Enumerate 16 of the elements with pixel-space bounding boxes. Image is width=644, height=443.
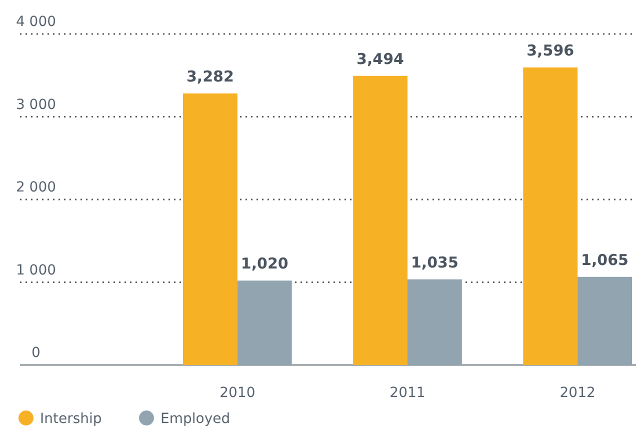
data-label: 3,282 <box>186 67 234 86</box>
data-label: 1,020 <box>240 254 288 273</box>
legend-label: Intership <box>40 411 102 427</box>
y-tick-label: 4 000 <box>16 14 56 30</box>
x-tick-label: 2012 <box>560 385 596 401</box>
x-tick-label: 2010 <box>220 385 256 401</box>
x-tick-label: 2011 <box>390 385 426 401</box>
y-tick-label: 1 000 <box>16 262 56 278</box>
data-label: 3,494 <box>356 50 404 68</box>
legend-label: Employed <box>160 411 230 427</box>
data-label: 3,596 <box>526 41 574 60</box>
y-tick-label: 0 <box>32 345 40 361</box>
y-tick-label: 3 000 <box>16 96 56 113</box>
y-tick-label: 2 000 <box>16 180 56 196</box>
data-label: 1,065 <box>581 250 629 269</box>
data-label: 1,035 <box>410 253 458 272</box>
